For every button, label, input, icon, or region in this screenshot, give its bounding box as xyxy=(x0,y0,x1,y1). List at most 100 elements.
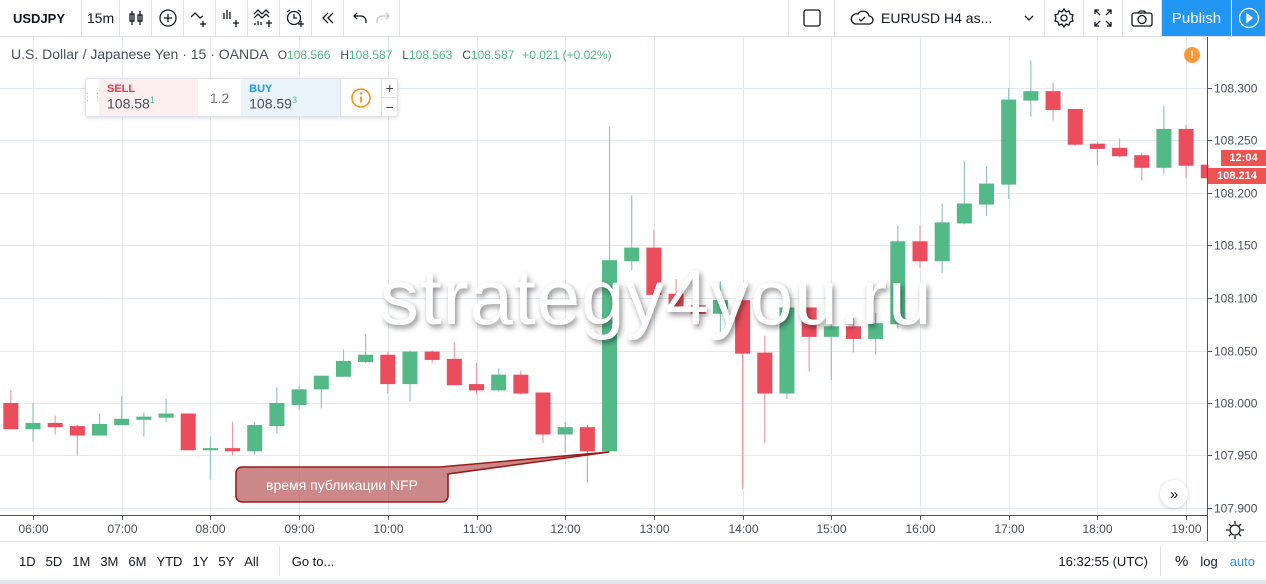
annotation-text[interactable]: время публикации NFP xyxy=(266,476,418,493)
select-layout-button[interactable] xyxy=(789,0,835,36)
info-icon xyxy=(351,87,372,108)
candle xyxy=(1134,153,1150,181)
log-scale-toggle[interactable]: log xyxy=(1200,553,1218,569)
range-1y[interactable]: 1Y xyxy=(192,553,209,569)
indicators-button[interactable] xyxy=(248,0,280,36)
candle xyxy=(180,413,196,451)
range-3m[interactable]: 3M xyxy=(100,553,119,569)
high-value: 108.587 xyxy=(349,48,393,62)
candle-body xyxy=(158,413,174,418)
high-label: H xyxy=(340,48,349,62)
candle-body xyxy=(1089,143,1105,149)
time-axis-settings-button[interactable] xyxy=(1226,521,1244,539)
candle-body xyxy=(868,323,884,339)
candle-body xyxy=(823,326,839,337)
alert-button[interactable] xyxy=(280,0,312,36)
fullscreen-button[interactable] xyxy=(1084,0,1123,36)
cloud-check-icon xyxy=(850,10,874,25)
scroll-to-realtime-button[interactable]: » xyxy=(1160,480,1188,508)
candle-body xyxy=(358,354,374,363)
annotation-callout xyxy=(235,451,610,503)
interval-button[interactable]: 15m xyxy=(82,0,120,36)
candle-body xyxy=(690,305,706,314)
open-value: 108.566 xyxy=(287,48,331,62)
last-price-tag: 108.214 xyxy=(1208,168,1266,184)
range-all[interactable]: All xyxy=(244,553,259,569)
decrease-button[interactable]: − xyxy=(385,99,394,115)
goto-button[interactable]: Go to... xyxy=(278,546,334,576)
range-5d[interactable]: 5D xyxy=(45,553,63,569)
buy-button[interactable]: BUY 108.593 xyxy=(241,79,341,116)
time-tick-label: 19:00 xyxy=(1171,522,1201,536)
replay-button[interactable] xyxy=(312,0,344,36)
candle xyxy=(845,317,861,353)
top-toolbar: USDJPY 15m EURUSD H4 as... Publish xyxy=(0,0,1266,37)
play-button[interactable] xyxy=(1232,0,1266,36)
bar-plus-icon xyxy=(222,10,239,27)
percent-scale-toggle[interactable]: % xyxy=(1174,552,1189,570)
candle-body xyxy=(313,375,329,390)
settings-button[interactable] xyxy=(1045,0,1084,36)
candle xyxy=(712,281,728,332)
candle xyxy=(979,166,995,217)
time-tick-label: 11:00 xyxy=(463,522,492,536)
price-tick-label: 107.950 xyxy=(1214,449,1258,463)
candle xyxy=(535,392,551,443)
sell-label: SELL xyxy=(107,83,136,95)
divider xyxy=(1159,546,1161,576)
range-5y[interactable]: 5Y xyxy=(218,553,235,569)
price-chart[interactable]: 108.300 108.250 108.200 108.150 108.100 108.0… xyxy=(0,0,1266,541)
bar-add-button[interactable] xyxy=(216,0,248,36)
chart-style-button[interactable] xyxy=(120,0,152,36)
alert-icon xyxy=(286,9,304,27)
candle xyxy=(1156,105,1172,175)
alert-badge[interactable]: ! xyxy=(1184,47,1200,63)
candle xyxy=(646,229,662,309)
time-tick-label: 18:00 xyxy=(1082,522,1112,536)
range-1m[interactable]: 1M xyxy=(72,553,91,569)
undo-icon[interactable] xyxy=(352,10,368,26)
publish-button[interactable]: Publish xyxy=(1162,0,1232,36)
candle xyxy=(469,363,484,395)
candle xyxy=(491,368,507,392)
add-button[interactable] xyxy=(152,0,184,36)
candle xyxy=(624,195,640,271)
auto-scale-toggle[interactable]: auto xyxy=(1229,553,1255,569)
close-label: C xyxy=(462,48,471,62)
candle xyxy=(757,335,773,443)
range-6m[interactable]: 6M xyxy=(128,553,147,569)
candle xyxy=(956,161,972,225)
candle xyxy=(69,425,85,456)
candles xyxy=(3,60,1209,490)
time-tick-label: 08:00 xyxy=(195,522,225,536)
compare-button[interactable] xyxy=(184,0,216,36)
candle-body xyxy=(801,307,817,337)
price-tick-label: 108.200 xyxy=(1214,187,1258,201)
sell-button[interactable]: SELL 108.581 xyxy=(99,79,199,116)
clock[interactable]: 16:32:55 (UTC) xyxy=(1058,553,1148,569)
snapshot-button[interactable] xyxy=(1123,0,1162,36)
layout-dropdown[interactable]: EURUSD H4 as... xyxy=(835,0,1045,36)
candle xyxy=(225,421,241,456)
change-value: +0.021 (+0.02%) xyxy=(522,48,612,62)
replay-icon xyxy=(321,12,333,24)
candle xyxy=(291,386,307,411)
range-1d[interactable]: 1D xyxy=(19,553,36,569)
candle-body xyxy=(668,293,684,307)
square-icon xyxy=(802,9,821,27)
symbol-search-button[interactable]: USDJPY xyxy=(0,0,82,36)
candle-body xyxy=(513,374,529,394)
drag-handle[interactable]: ⋮⋮ xyxy=(82,92,103,103)
sun-icon xyxy=(1226,521,1244,539)
layout-name: EURUSD H4 as... xyxy=(881,10,993,26)
candle-body xyxy=(1112,147,1128,157)
candle-body xyxy=(1200,164,1207,179)
redo-icon[interactable] xyxy=(375,10,391,26)
symbol-description: U.S. Dollar / Japanese Yen · 15 · OANDA xyxy=(11,46,268,62)
candle xyxy=(446,342,462,386)
order-info-button[interactable] xyxy=(340,79,381,116)
candle xyxy=(313,375,329,409)
increase-button[interactable]: + xyxy=(382,79,397,98)
time-tick-label: 12:00 xyxy=(550,522,580,536)
range-ytd[interactable]: YTD xyxy=(156,553,183,569)
